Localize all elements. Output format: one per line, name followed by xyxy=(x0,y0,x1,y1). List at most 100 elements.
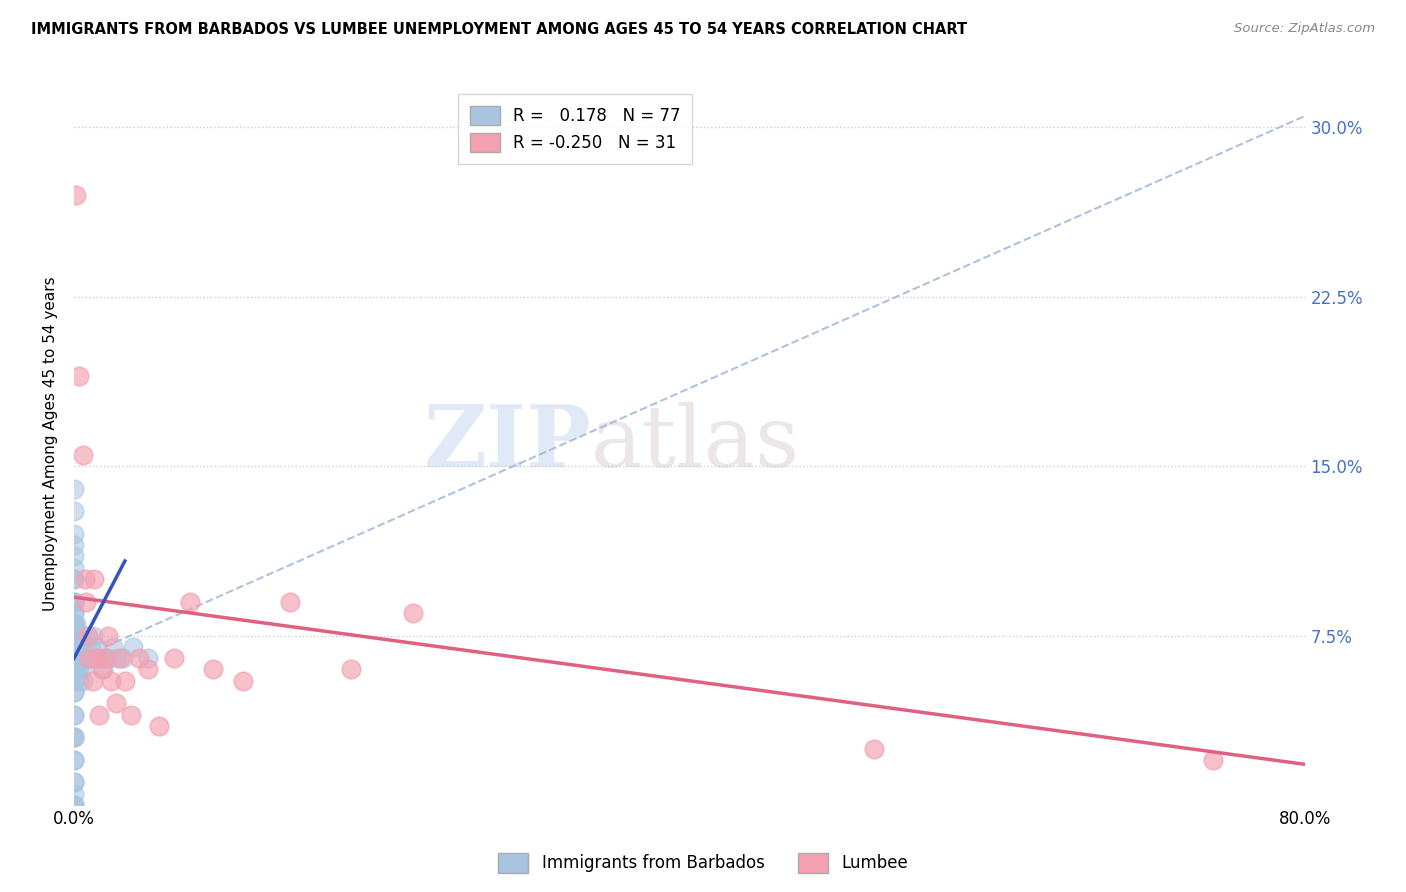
Point xyxy=(63,595,86,609)
Point xyxy=(77,629,100,643)
Point xyxy=(77,629,100,643)
Point xyxy=(136,651,159,665)
Point xyxy=(201,663,224,677)
Point xyxy=(63,798,86,813)
Point xyxy=(82,673,104,688)
Point xyxy=(128,651,150,665)
Point xyxy=(148,719,170,733)
Point xyxy=(65,629,87,643)
Point xyxy=(63,663,86,677)
Point xyxy=(863,741,886,756)
Point xyxy=(63,595,86,609)
Point xyxy=(67,663,90,677)
Text: IMMIGRANTS FROM BARBADOS VS LUMBEE UNEMPLOYMENT AMONG AGES 45 TO 54 YEARS CORREL: IMMIGRANTS FROM BARBADOS VS LUMBEE UNEMP… xyxy=(31,22,967,37)
Point xyxy=(83,572,105,586)
Point xyxy=(121,640,143,654)
Text: atlas: atlas xyxy=(592,402,800,485)
Point xyxy=(63,685,86,699)
Point xyxy=(1202,753,1225,767)
Point xyxy=(63,572,86,586)
Point xyxy=(63,775,86,789)
Point xyxy=(63,640,86,654)
Point xyxy=(83,651,105,665)
Point xyxy=(136,663,159,677)
Point xyxy=(63,629,86,643)
Point xyxy=(63,731,86,745)
Point xyxy=(63,504,86,518)
Point xyxy=(79,651,101,665)
Point xyxy=(65,651,87,665)
Point xyxy=(66,663,89,677)
Point xyxy=(91,663,114,677)
Point xyxy=(72,640,94,654)
Point xyxy=(63,629,86,643)
Point xyxy=(63,640,86,654)
Point xyxy=(100,673,122,688)
Point xyxy=(79,651,101,665)
Point xyxy=(104,697,127,711)
Point xyxy=(163,651,186,665)
Point xyxy=(63,651,86,665)
Point xyxy=(278,595,301,609)
Point xyxy=(101,640,124,654)
Point xyxy=(63,731,86,745)
Point xyxy=(75,595,97,609)
Point xyxy=(63,651,86,665)
Point xyxy=(63,775,86,789)
Point xyxy=(63,673,86,688)
Point xyxy=(63,787,86,801)
Point xyxy=(340,663,363,677)
Point xyxy=(73,651,96,665)
Point xyxy=(67,368,90,383)
Text: Source: ZipAtlas.com: Source: ZipAtlas.com xyxy=(1234,22,1375,36)
Point xyxy=(63,798,86,813)
Point xyxy=(63,798,86,813)
Y-axis label: Unemployment Among Ages 45 to 54 years: Unemployment Among Ages 45 to 54 years xyxy=(44,277,58,611)
Point xyxy=(66,640,89,654)
Point xyxy=(89,651,111,665)
Point xyxy=(120,707,142,722)
Point xyxy=(63,595,86,609)
Point xyxy=(82,629,104,643)
Point xyxy=(65,640,87,654)
Point xyxy=(75,640,97,654)
Point xyxy=(63,527,86,541)
Point xyxy=(63,549,86,564)
Point xyxy=(63,753,86,767)
Point xyxy=(97,629,120,643)
Point xyxy=(110,651,132,665)
Point xyxy=(63,617,86,632)
Point xyxy=(67,673,90,688)
Point xyxy=(63,707,86,722)
Legend: R =   0.178   N = 77, R = -0.250   N = 31: R = 0.178 N = 77, R = -0.250 N = 31 xyxy=(458,94,692,164)
Point xyxy=(65,187,87,202)
Legend: Immigrants from Barbados, Lumbee: Immigrants from Barbados, Lumbee xyxy=(492,847,914,880)
Point xyxy=(72,448,94,462)
Point xyxy=(70,651,93,665)
Point xyxy=(63,561,86,575)
Point xyxy=(63,617,86,632)
Point xyxy=(105,651,128,665)
Point xyxy=(65,617,87,632)
Point xyxy=(63,572,86,586)
Point xyxy=(179,595,201,609)
Point xyxy=(63,617,86,632)
Point xyxy=(73,572,96,586)
Point xyxy=(72,673,94,688)
Text: ZIP: ZIP xyxy=(423,401,592,485)
Point xyxy=(63,707,86,722)
Point xyxy=(80,640,103,654)
Point xyxy=(86,640,108,654)
Point xyxy=(90,663,112,677)
Point xyxy=(66,651,89,665)
Point xyxy=(70,663,93,677)
Point xyxy=(63,640,86,654)
Point xyxy=(63,673,86,688)
Point xyxy=(63,629,86,643)
Point xyxy=(63,731,86,745)
Point xyxy=(232,673,254,688)
Point xyxy=(63,651,86,665)
Point xyxy=(94,651,117,665)
Point xyxy=(69,629,91,643)
Point xyxy=(86,651,108,665)
